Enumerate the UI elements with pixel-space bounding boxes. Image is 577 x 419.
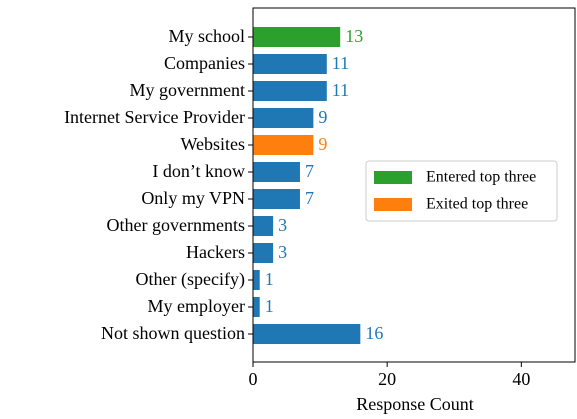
value-label: 11 <box>332 80 349 100</box>
y-tick-label: My school <box>169 26 246 46</box>
y-tick-label: Other (specify) <box>136 269 245 290</box>
x-tick-label: 20 <box>378 369 396 389</box>
x-axis-label: Response Count <box>356 394 474 414</box>
y-tick-label: I don’t know <box>152 161 245 181</box>
y-tick-label: Not shown question <box>101 323 245 343</box>
bar <box>253 270 260 290</box>
value-label: 11 <box>332 53 349 73</box>
x-tick-label: 0 <box>249 369 258 389</box>
y-tick-label: My government <box>130 80 245 100</box>
value-label: 9 <box>318 107 327 127</box>
value-label: 1 <box>265 269 274 289</box>
legend-box <box>365 160 558 222</box>
legend-swatch <box>374 198 412 211</box>
bar <box>253 243 274 263</box>
bar <box>253 297 260 317</box>
value-label: 16 <box>365 323 383 343</box>
bar <box>253 216 274 236</box>
value-label: 13 <box>345 26 363 46</box>
bar <box>253 162 300 182</box>
y-tick-label: Websites <box>180 134 245 154</box>
bar <box>253 54 327 74</box>
bar <box>253 27 341 47</box>
y-tick-label: Other governments <box>107 215 245 235</box>
bar <box>253 324 361 344</box>
legend-swatch <box>374 171 412 184</box>
value-label: 3 <box>278 242 287 262</box>
y-tick-label: Companies <box>164 53 245 73</box>
value-label: 9 <box>318 134 327 154</box>
legend: Entered top three Exited top three <box>365 160 558 222</box>
bar <box>253 108 314 128</box>
value-label: 1 <box>265 296 274 316</box>
value-label: 3 <box>278 215 287 235</box>
axes-frame <box>252 7 576 363</box>
value-label: 7 <box>305 188 314 208</box>
y-tick-label: Internet Service Provider <box>64 107 245 127</box>
y-tick-label: My employer <box>148 296 245 316</box>
y-tick-label: Hackers <box>186 242 245 262</box>
bar <box>253 81 327 101</box>
bar <box>253 189 300 209</box>
bar <box>253 135 314 155</box>
x-tick-label: 40 <box>512 369 530 389</box>
legend-label: Exited top three <box>426 196 528 213</box>
legend-label: Entered top three <box>426 169 536 186</box>
value-label: 7 <box>305 161 314 181</box>
y-tick-label: Only my VPN <box>141 188 245 208</box>
